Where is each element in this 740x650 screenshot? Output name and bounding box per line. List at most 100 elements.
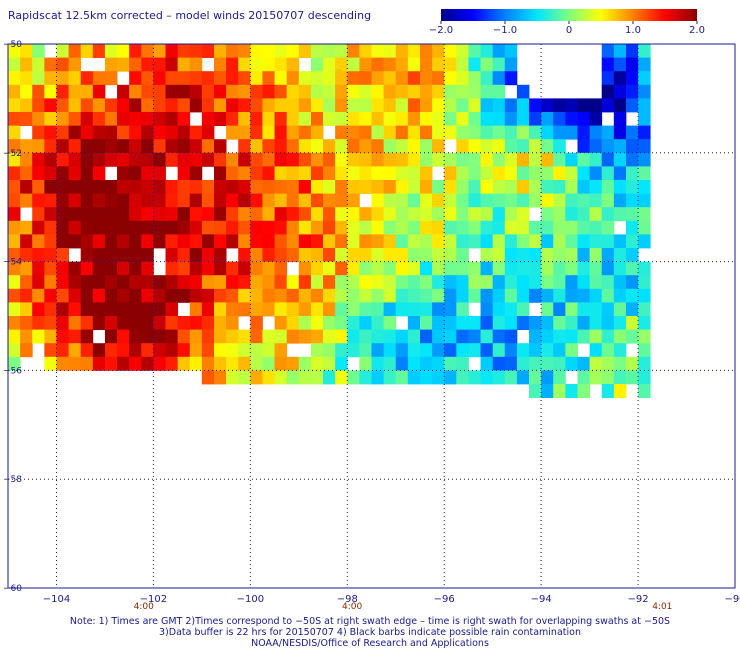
swath-cell [529,370,542,385]
swath-cell [129,193,142,208]
swath-cell [541,248,554,262]
swath-cell [165,71,179,86]
swath-cell [44,125,57,140]
swath-cell [250,302,263,317]
swath-cell [395,275,409,290]
swath-cell [104,98,118,113]
longitude-label: −94 [531,594,552,605]
swath-cell [165,152,179,167]
swath-cell [359,125,372,140]
swath-cell [456,112,469,126]
swath-cell [407,261,421,276]
swath-cell [613,207,627,222]
swath-cell [226,112,239,126]
swath-cell [577,234,590,249]
swath-cell [286,234,300,249]
swath-cell [213,139,227,154]
swath-cell [20,193,33,208]
swath-cell [20,329,33,344]
swath-cell [20,261,33,276]
swath-cell [359,343,372,358]
swath-cell [419,44,433,58]
swath-cell [492,152,506,167]
swath-cell [444,98,457,113]
swath-cell [468,207,481,222]
swath-cell [129,302,142,317]
swath-cell [117,288,130,303]
swath-cell [262,193,275,208]
swath-cell [589,166,603,181]
swath-cell [8,275,21,290]
swath-cell [638,44,651,58]
swath-cell [456,180,469,194]
swath-cell [468,275,481,290]
swath-cell [129,261,142,276]
swath-cell [8,166,21,181]
swath-cell [371,180,385,194]
swath-cell [8,288,21,303]
swath-cell [104,234,118,249]
swath-cell [310,207,324,222]
swath-cell [177,343,191,358]
swath-cell [129,84,142,99]
swath-cell [298,193,312,208]
swath-cell [516,343,530,358]
swath-cell [177,139,191,154]
swath-cell [395,125,409,140]
swath-cell [68,57,82,72]
swath-cell [20,152,33,167]
swath-cell [492,356,506,371]
swath-cell [407,329,421,344]
swath-cell [129,207,142,222]
swath-cell [189,84,203,99]
swath-cell [153,112,166,126]
swath-cell [274,139,288,154]
swath-cell [335,207,348,222]
swath-cell [613,84,627,99]
swath-cell [516,275,530,290]
swath-cell [92,44,106,58]
swath-cell [444,316,457,330]
swath-cell [177,98,191,113]
swath-cell [432,180,445,194]
swath-cell [117,234,130,249]
swath-cell [238,57,251,72]
swath-cell [432,343,445,358]
swath-cell [456,71,469,86]
swath-cell [189,125,203,140]
swath-cell [529,152,542,167]
swath-cell [250,44,263,58]
swath-cell [117,248,130,262]
swath-cell [577,248,590,262]
swath-cell [238,139,251,154]
swath-cell [238,152,251,167]
swath-cell [553,370,566,385]
swath-cell [250,112,263,126]
swath-cell [359,166,372,181]
swath-cell [189,234,203,249]
swath-cell [310,329,324,344]
swath-cell [80,220,94,235]
swath-cell [347,139,360,154]
swath-cell [262,288,275,303]
swath-cell [92,275,106,290]
swath-cell [92,234,106,249]
swath-cell [335,288,348,303]
swath-cell [419,234,433,249]
swath-cell [529,329,542,344]
swath-cell [80,275,94,290]
swath-cell [68,180,82,194]
swath-cell [516,207,530,222]
swath-cell [589,343,603,358]
swath-cell [226,370,239,385]
swath-cell [44,98,57,113]
swath-cell [238,220,251,235]
swath-cell [141,112,154,126]
swath-cell [456,152,469,167]
swath-cell [141,84,154,99]
swath-cell [226,343,239,358]
swath-cell [395,84,409,99]
swath-cell [407,302,421,317]
swath-cell [347,71,360,86]
swath-cell [638,370,651,385]
